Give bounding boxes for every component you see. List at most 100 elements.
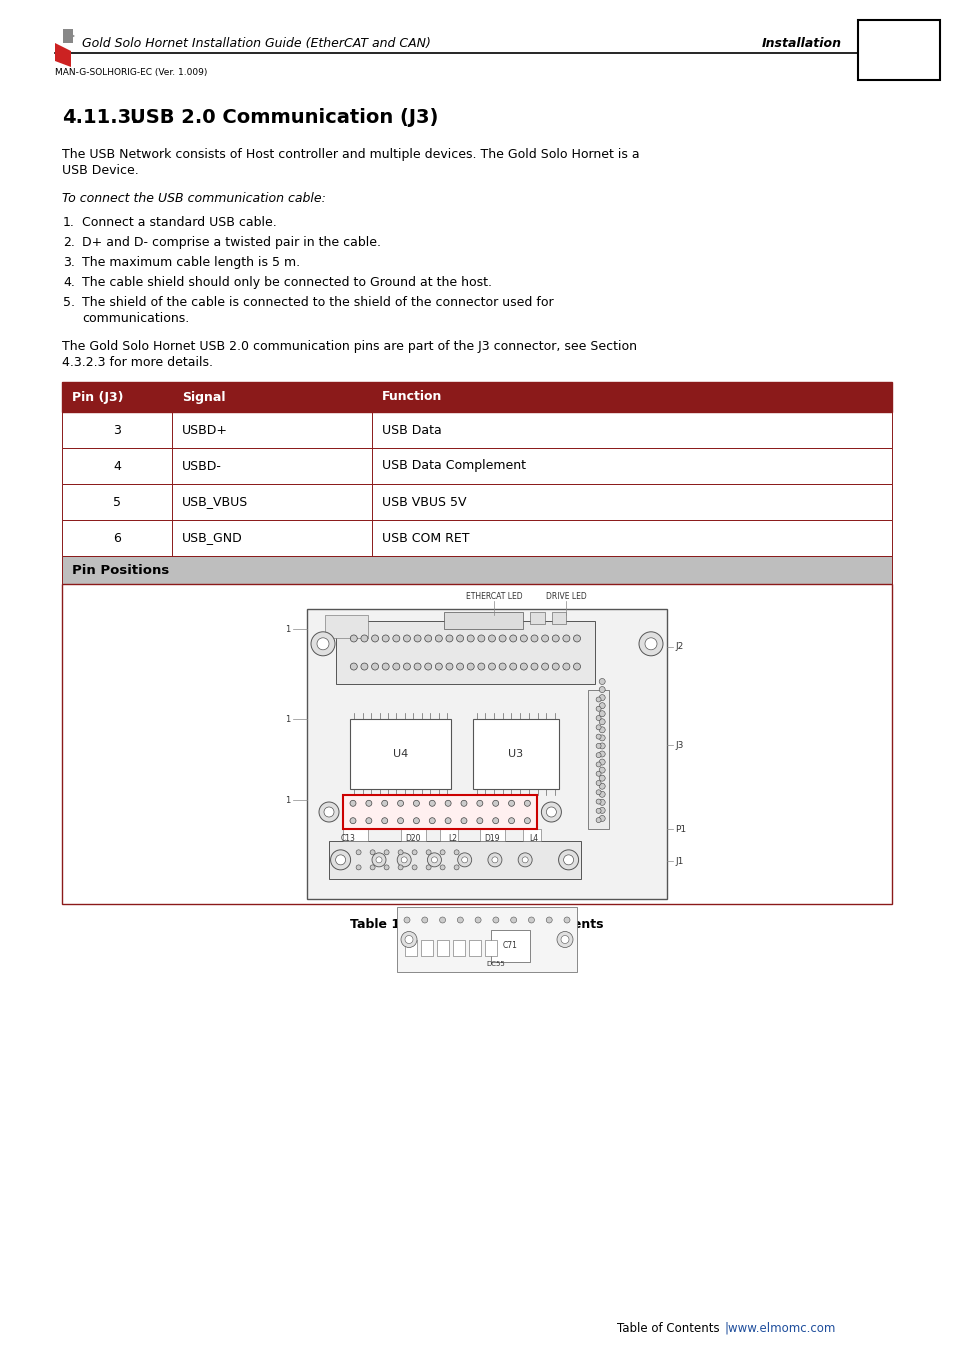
Circle shape [596, 734, 600, 738]
Text: ETHERCAT LED: ETHERCAT LED [465, 593, 522, 601]
Circle shape [335, 855, 345, 865]
Text: The USB Network consists of Host controller and multiple devices. The Gold Solo : The USB Network consists of Host control… [62, 148, 639, 161]
Circle shape [639, 632, 662, 656]
Circle shape [519, 663, 527, 670]
Bar [343, 829, 368, 841]
Circle shape [573, 634, 579, 643]
Bar [405, 940, 416, 956]
Text: USB 2.0 Communication (J3): USB 2.0 Communication (J3) [130, 108, 438, 127]
Circle shape [598, 695, 604, 701]
Circle shape [598, 743, 604, 749]
Circle shape [596, 706, 600, 711]
Circle shape [360, 663, 368, 670]
Circle shape [426, 849, 431, 855]
Circle shape [467, 663, 474, 670]
Circle shape [596, 771, 600, 776]
Circle shape [492, 857, 497, 863]
Circle shape [524, 818, 530, 824]
Text: 4.11.3.: 4.11.3. [62, 108, 138, 127]
Circle shape [552, 634, 558, 643]
Circle shape [381, 801, 387, 806]
Circle shape [445, 634, 453, 643]
Circle shape [445, 663, 453, 670]
Text: Gold Solo Hornet Installation Guide (EtherCAT and CAN): Gold Solo Hornet Installation Guide (Eth… [82, 36, 431, 50]
Circle shape [598, 767, 604, 774]
Circle shape [560, 936, 568, 944]
Text: Connect a standard USB cable.: Connect a standard USB cable. [82, 216, 276, 230]
Circle shape [405, 936, 413, 944]
Circle shape [401, 857, 407, 863]
Bar [62, 520, 891, 556]
Bar [530, 612, 544, 624]
Text: 3.: 3. [63, 256, 75, 269]
Circle shape [456, 634, 463, 643]
Text: Table of Contents: Table of Contents [617, 1322, 720, 1335]
Bar [62, 448, 891, 485]
Circle shape [541, 663, 548, 670]
Circle shape [488, 663, 495, 670]
Circle shape [598, 679, 604, 684]
Circle shape [573, 663, 579, 670]
Circle shape [476, 801, 482, 806]
Circle shape [370, 865, 375, 869]
Circle shape [412, 865, 416, 869]
Circle shape [311, 632, 335, 656]
Circle shape [435, 663, 442, 670]
Text: 4.3.2.3 for more details.: 4.3.2.3 for more details. [62, 356, 213, 369]
Circle shape [403, 663, 410, 670]
Bar [472, 720, 558, 788]
Circle shape [384, 849, 389, 855]
Text: USB_VBUS: USB_VBUS [182, 495, 248, 509]
Circle shape [318, 802, 338, 822]
Circle shape [460, 818, 466, 824]
Text: D+ and D- comprise a twisted pair in the cable.: D+ and D- comprise a twisted pair in the… [82, 236, 380, 248]
Circle shape [414, 663, 420, 670]
Bar [62, 585, 891, 904]
Circle shape [531, 663, 537, 670]
Circle shape [355, 865, 361, 869]
Text: 3: 3 [113, 424, 121, 436]
Bar [436, 940, 449, 956]
Polygon shape [55, 43, 71, 68]
Circle shape [598, 687, 604, 693]
Circle shape [324, 807, 334, 817]
Text: |www.elmomc.com: |www.elmomc.com [724, 1322, 836, 1335]
Text: 4: 4 [113, 459, 121, 472]
Circle shape [477, 663, 484, 670]
Bar [396, 907, 577, 972]
Bar [479, 829, 504, 841]
Circle shape [517, 853, 532, 867]
Circle shape [596, 725, 600, 730]
Circle shape [596, 799, 600, 805]
Text: L4: L4 [529, 833, 537, 842]
Circle shape [596, 818, 600, 822]
Bar [453, 940, 464, 956]
Circle shape [350, 801, 355, 806]
Circle shape [644, 637, 657, 649]
Circle shape [400, 931, 416, 948]
Circle shape [397, 849, 403, 855]
Circle shape [488, 634, 495, 643]
Circle shape [596, 809, 600, 813]
Circle shape [598, 718, 604, 725]
Circle shape [598, 751, 604, 757]
Text: USB COM RET: USB COM RET [381, 532, 469, 544]
Text: J3: J3 [675, 741, 682, 749]
Text: Signal: Signal [182, 390, 225, 404]
Bar [469, 940, 480, 956]
Circle shape [596, 761, 600, 767]
Circle shape [350, 818, 355, 824]
Circle shape [467, 634, 474, 643]
Text: Pin (J3): Pin (J3) [71, 390, 123, 404]
Text: 4.: 4. [63, 275, 75, 289]
Circle shape [454, 849, 458, 855]
Text: U3: U3 [508, 749, 523, 759]
Text: L2: L2 [448, 833, 456, 842]
Bar [420, 940, 433, 956]
Bar [62, 556, 891, 585]
Circle shape [375, 857, 381, 863]
Circle shape [557, 931, 573, 948]
Circle shape [596, 744, 600, 748]
Text: D19: D19 [484, 833, 499, 842]
Circle shape [424, 634, 432, 643]
